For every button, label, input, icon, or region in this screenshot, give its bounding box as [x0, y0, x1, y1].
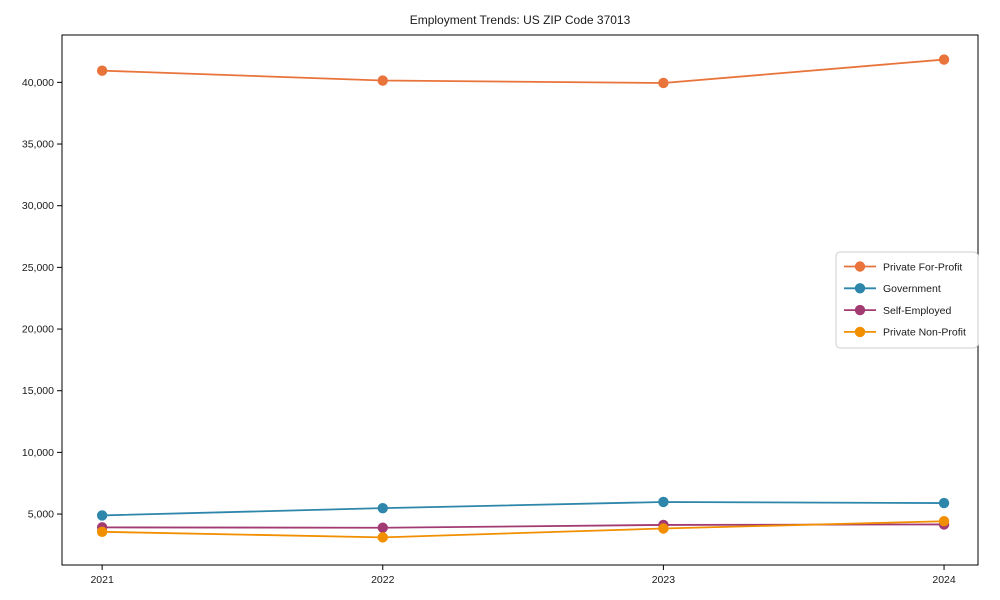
- legend-marker-self-employed: [854, 304, 866, 316]
- data-point-private-for-profit: [658, 77, 669, 89]
- data-point-private-for-profit: [96, 65, 108, 76]
- legend-label-private-non-profit: Private Non-Profit: [883, 327, 966, 339]
- legend-label-government: Government: [883, 283, 941, 295]
- y-tick-label: 35,000: [22, 139, 54, 151]
- legend: Private For-Profit Government Self-Employe…: [835, 251, 979, 349]
- data-point-private-for-profit: [938, 54, 950, 65]
- data-point-private-non-profit: [96, 526, 108, 538]
- data-point-private-non-profit: [377, 532, 388, 543]
- legend-label-self-employed: Self-Employed: [883, 305, 951, 317]
- legend-marker-private-for-profit: [854, 261, 866, 272]
- x-tick-label: 2023: [652, 574, 676, 586]
- data-point-government: [658, 496, 669, 508]
- x-tick-label: 2024: [932, 574, 956, 586]
- chart-title: Employment Trends: US ZIP Code 37013: [410, 13, 631, 27]
- data-point-private-non-profit: [658, 523, 669, 534]
- y-tick-label: 5,000: [28, 509, 54, 521]
- series-line-private-non-profit: [102, 520, 945, 539]
- data-point-government: [96, 510, 108, 521]
- y-tick-label: 30,000: [22, 200, 54, 212]
- data-point-private-non-profit: [938, 516, 950, 527]
- y-tick-label: 10,000: [22, 447, 54, 459]
- x-tick-label: 2021: [90, 574, 114, 586]
- legend-box: [835, 251, 979, 349]
- data-point-private-for-profit: [377, 75, 388, 86]
- y-tick-label: 40,000: [22, 77, 54, 89]
- y-tick-label: 25,000: [22, 262, 54, 274]
- y-tick-label: 15,000: [22, 385, 54, 397]
- series-group: [96, 54, 950, 543]
- legend-label-private-for-profit: Private For-Profit: [883, 261, 962, 273]
- data-point-self-employed: [377, 522, 388, 533]
- data-point-government: [377, 502, 388, 514]
- x-tick-label: 2022: [371, 574, 395, 586]
- legend-marker-private-non-profit: [854, 326, 866, 338]
- axes: 5,000 10,000 15,000 20,000 25,000 30,000 35,00…: [22, 34, 979, 586]
- legend-marker-government: [854, 283, 866, 294]
- data-point-government: [938, 497, 950, 509]
- y-tick-label: 20,000: [22, 324, 54, 336]
- series-line-private-for-profit: [102, 58, 945, 84]
- series-line-government: [102, 501, 945, 517]
